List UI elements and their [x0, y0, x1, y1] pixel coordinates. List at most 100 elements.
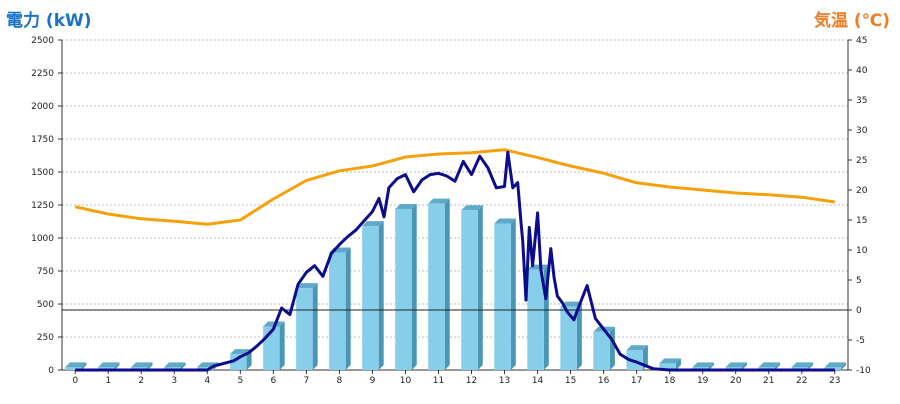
bar-side	[708, 362, 714, 370]
bar-side	[279, 321, 285, 370]
bar	[494, 223, 511, 370]
bar	[527, 269, 544, 370]
bar-top	[758, 362, 780, 368]
x-tick-label: 1	[105, 376, 111, 386]
bar-side	[774, 362, 780, 370]
x-tick-label: 6	[270, 376, 276, 386]
x-tick-label: 15	[565, 376, 576, 386]
x-tick-label: 13	[499, 376, 510, 386]
bar-top	[659, 358, 681, 364]
right-tick-label: 0	[856, 306, 862, 316]
bar-side	[808, 362, 814, 370]
bar-top	[494, 218, 516, 224]
bar	[230, 354, 247, 370]
right-tick-label: 5	[856, 276, 862, 286]
bar-top	[626, 345, 648, 351]
x-tick-label: 9	[370, 376, 376, 386]
bar-side	[841, 362, 847, 370]
right-tick-label: 35	[856, 96, 867, 106]
bar-side	[510, 218, 516, 370]
x-tick-label: 0	[72, 376, 78, 386]
x-tick-label: 17	[631, 376, 642, 386]
bar	[395, 208, 412, 370]
x-tick-label: 22	[796, 376, 807, 386]
left-axis-title: 電力 (kW)	[6, 11, 92, 31]
bar	[329, 252, 346, 370]
bar-top	[428, 198, 450, 204]
bar-side	[411, 203, 417, 370]
x-tick-label: 20	[730, 376, 742, 386]
right-tick-label: 20	[856, 186, 868, 196]
bar-side	[576, 301, 582, 370]
x-tick-label: 18	[664, 376, 676, 386]
x-tick-label: 14	[532, 376, 544, 386]
x-tick-label: 12	[466, 376, 477, 386]
bar-side	[444, 198, 450, 370]
bar-top	[131, 362, 153, 368]
right-tick-label: -5	[856, 336, 865, 346]
bar	[64, 367, 82, 370]
temperature-line	[74, 148, 836, 226]
bar-side	[312, 283, 318, 370]
x-tick-label: 21	[763, 376, 774, 386]
right-tick-label: 15	[856, 216, 867, 226]
bar-top	[560, 301, 582, 307]
x-tick-label: 16	[598, 376, 610, 386]
bar-top	[97, 362, 120, 368]
left-tick-label: 2500	[31, 36, 54, 46]
x-tick-label: 7	[304, 376, 310, 386]
bar-side	[378, 221, 384, 370]
right-tick-label: 45	[856, 36, 867, 46]
bar-side	[147, 362, 153, 370]
bar-side	[477, 205, 483, 370]
bar	[461, 210, 478, 370]
bar-side	[180, 362, 186, 370]
x-tick-label: 11	[433, 376, 444, 386]
bar-top	[692, 362, 714, 368]
left-tick-label: 2000	[31, 102, 54, 112]
bar-side	[81, 362, 87, 370]
right-tick-label: 40	[856, 66, 868, 76]
bar-top	[164, 362, 186, 368]
x-tick-label: 10	[400, 376, 412, 386]
left-tick-label: 1000	[31, 234, 54, 244]
bar	[659, 363, 676, 370]
bar-top	[725, 362, 747, 368]
x-tick-label: 5	[237, 376, 243, 386]
x-tick-label: 3	[171, 376, 177, 386]
bar	[296, 288, 313, 370]
bar	[428, 203, 445, 370]
bar	[560, 306, 577, 370]
x-tick-label: 4	[204, 376, 210, 386]
left-tick-label: 1750	[31, 135, 54, 145]
bar-top	[824, 362, 847, 368]
power-line	[75, 150, 835, 372]
left-tick-label: 1500	[31, 168, 54, 178]
bar-top	[461, 205, 483, 211]
left-tick-label: 500	[37, 300, 54, 310]
right-tick-label: 10	[856, 246, 868, 256]
right-tick-label: -10	[856, 366, 871, 376]
bar-side	[675, 358, 681, 370]
bar-top	[395, 203, 417, 209]
bar	[362, 226, 379, 370]
x-tick-label: 2	[138, 376, 144, 386]
x-tick-label: 8	[337, 376, 343, 386]
x-tick-label: 19	[697, 376, 709, 386]
bar-side	[114, 362, 120, 370]
bar-top	[791, 362, 814, 368]
x-tick-label: 23	[829, 376, 840, 386]
left-tick-label: 750	[37, 267, 54, 277]
right-tick-label: 30	[856, 126, 868, 136]
left-tick-label: 2250	[31, 69, 54, 79]
bar-top	[362, 221, 384, 227]
bar	[593, 331, 610, 370]
left-tick-label: 250	[37, 333, 54, 343]
right-axis-title: 気温 (℃)	[813, 11, 890, 31]
left-tick-label: 1250	[31, 201, 54, 211]
bar-top	[296, 283, 318, 289]
bar-side	[741, 362, 747, 370]
bar-top	[64, 362, 87, 368]
